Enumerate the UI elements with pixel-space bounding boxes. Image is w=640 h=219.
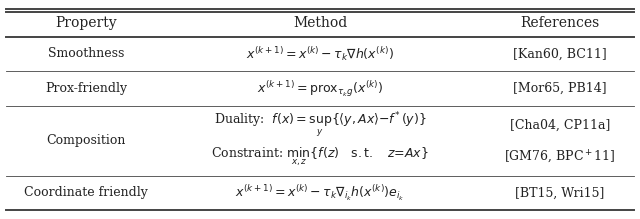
Text: $x^{(k+1)} = x^{(k)} - \tau_k \nabla_{i_k} h(x^{(k)}) e_{i_k}$: $x^{(k+1)} = x^{(k)} - \tau_k \nabla_{i_… (236, 183, 404, 203)
Text: $x^{(k+1)} = x^{(k)} - \tau_k \nabla h(x^{(k)})$: $x^{(k+1)} = x^{(k)} - \tau_k \nabla h(x… (246, 45, 394, 63)
Text: [Mor65, PB14]: [Mor65, PB14] (513, 82, 607, 95)
Text: [BT15, Wri15]: [BT15, Wri15] (515, 186, 605, 199)
Text: Constraint: $\min_{x,z} \{f(z)\quad \mathrm{s.t.}\quad z = Ax\}$: Constraint: $\min_{x,z} \{f(z)\quad \mat… (211, 145, 429, 168)
Text: Method: Method (293, 16, 347, 30)
Text: Composition: Composition (47, 134, 126, 147)
Text: [GM76, BPC$^+$11]: [GM76, BPC$^+$11] (504, 148, 616, 165)
Text: [Kan60, BC11]: [Kan60, BC11] (513, 48, 607, 60)
Text: Property: Property (56, 16, 117, 30)
Text: Duality:  $f(x) = \sup_y \{\langle y, Ax\rangle - f^*(y)\}$: Duality: $f(x) = \sup_y \{\langle y, Ax\… (214, 110, 426, 139)
Text: Coordinate friendly: Coordinate friendly (24, 186, 148, 199)
Text: Prox-friendly: Prox-friendly (45, 82, 127, 95)
Text: [Cha04, CP11a]: [Cha04, CP11a] (510, 118, 610, 131)
Text: References: References (520, 16, 600, 30)
Text: Smoothness: Smoothness (48, 48, 125, 60)
Text: $x^{(k+1)} = \mathrm{prox}_{\tau_k g}(x^{(k)})$: $x^{(k+1)} = \mathrm{prox}_{\tau_k g}(x^… (257, 79, 383, 99)
